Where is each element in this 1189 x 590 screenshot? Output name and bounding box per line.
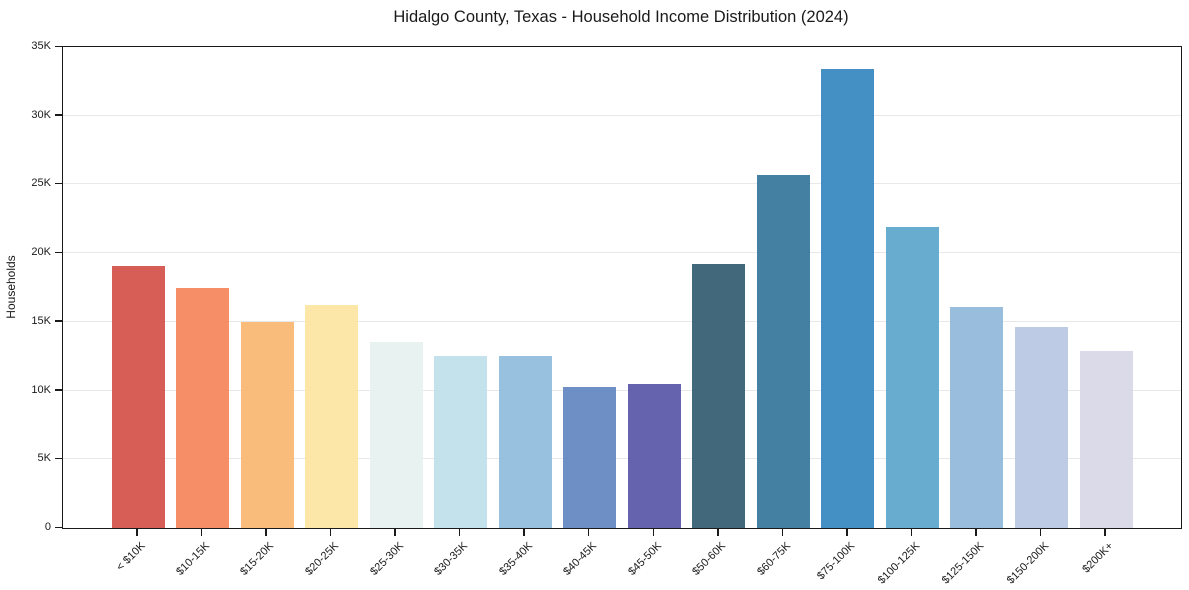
x-tick-label-$60-75K: $60-75K	[754, 540, 793, 578]
x-tick-label-$200K+: $200K+	[1079, 540, 1116, 576]
y-tick-mark-20K	[55, 251, 62, 254]
x-tick-mark-$20-25K	[329, 529, 332, 536]
bar-$10-15K	[176, 287, 230, 528]
x-tick-mark-$30-35K	[458, 529, 461, 536]
plot-area	[62, 46, 1182, 529]
x-tick-label-$100-125K: $100-125K	[875, 540, 922, 587]
gridline-10000	[63, 389, 1181, 391]
gridline-20000	[63, 252, 1181, 254]
chart-title: Hidalgo County, Texas - Household Income…	[393, 8, 849, 26]
bar-$125-150K	[950, 307, 1004, 528]
y-tick-mark-30K	[55, 114, 62, 116]
x-tick-label-$10-15K: $10-15K	[174, 540, 213, 578]
y-tick-label-30K: 30K	[31, 108, 51, 121]
x-tick-label-$30-35K: $30-35K	[432, 540, 471, 578]
x-tick-label-$35-40K: $35-40K	[496, 540, 535, 578]
x-tick-mark-$125-150K	[975, 529, 977, 536]
x-tick-label-$25-30K: $25-30K	[367, 540, 406, 578]
x-tick-mark-$40-45K	[587, 529, 590, 536]
y-tick-mark-0	[55, 526, 62, 528]
bar-$100-125K	[885, 227, 939, 528]
bar-$25-30K	[369, 342, 423, 528]
x-tick-mark-< $10K	[136, 529, 138, 536]
x-tick-label-$150-200K: $150-200K	[1004, 540, 1051, 587]
x-tick-mark-$75-100K	[846, 529, 848, 536]
x-tick-label-$50-60K: $50-60K	[690, 540, 729, 578]
x-tick-label-$45-50K: $45-50K	[625, 540, 664, 578]
x-tick-label-$75-100K: $75-100K	[815, 540, 858, 583]
x-tick-label-$20-25K: $20-25K	[303, 540, 342, 578]
x-tick-label-$15-20K: $15-20K	[238, 540, 277, 578]
x-tick-mark-$60-75K	[781, 529, 784, 536]
bar-$20-25K	[305, 305, 359, 528]
x-tick-mark-$100-125K	[910, 529, 913, 536]
y-tick-label-35K: 35K	[31, 40, 51, 52]
bar-< $10K	[111, 265, 165, 528]
y-tick-label-15K: 15K	[31, 314, 51, 327]
bar-$75-100K	[821, 69, 875, 528]
y-tick-label-10K: 10K	[31, 383, 51, 396]
x-tick-mark-$35-40K	[523, 529, 525, 536]
bar-$45-50K	[627, 384, 681, 528]
x-tick-mark-$150-200K	[1039, 529, 1042, 536]
x-tick-mark-$200K+	[1104, 529, 1106, 536]
x-tick-label-$125-150K: $125-150K	[939, 540, 987, 587]
x-tick-mark-$15-20K	[265, 529, 267, 536]
gridline-5000	[63, 458, 1181, 460]
x-tick-mark-$50-60K	[717, 529, 719, 536]
bar-$200K+	[1079, 350, 1133, 528]
x-tick-label-$40-45K: $40-45K	[561, 540, 600, 578]
gridline-15000	[63, 320, 1181, 322]
y-tick-mark-10K	[55, 389, 62, 391]
y-tick-mark-5K	[55, 457, 62, 460]
x-tick-mark-$25-30K	[394, 529, 396, 536]
x-tick-mark-$10-15K	[200, 529, 203, 536]
gridline-30000	[63, 114, 1181, 116]
bar-$35-40K	[498, 355, 552, 528]
y-tick-mark-25K	[55, 182, 62, 185]
bar-$50-60K	[692, 264, 746, 528]
bar-$60-75K	[756, 174, 810, 528]
y-tick-label-25K: 25K	[31, 177, 51, 190]
y-tick-mark-35K	[55, 45, 62, 47]
x-tick-label-< $10K: < $10K	[114, 540, 148, 574]
y-tick-label-20K: 20K	[31, 246, 51, 259]
bar-$30-35K	[434, 355, 488, 528]
y-tick-label-5K: 5K	[37, 452, 51, 465]
y-tick-label-0: 0	[44, 521, 51, 533]
bar-$150-200K	[1014, 327, 1068, 528]
bar-$40-45K	[563, 387, 617, 528]
x-tick-mark-$45-50K	[652, 529, 655, 536]
gridline-25000	[63, 183, 1181, 185]
bar-$15-20K	[240, 321, 294, 528]
y-tick-mark-15K	[55, 320, 62, 322]
